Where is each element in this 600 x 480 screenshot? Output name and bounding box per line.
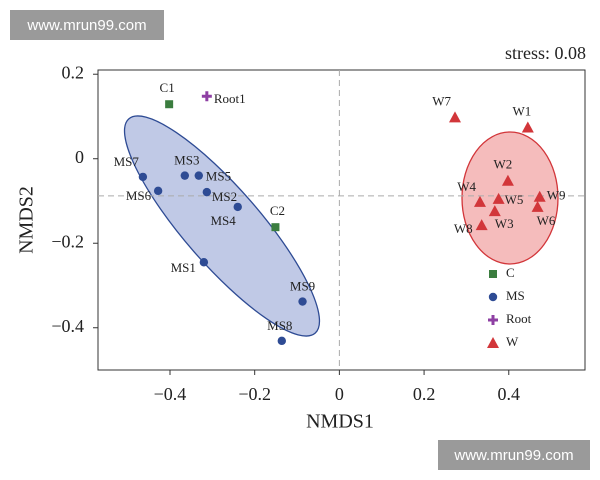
point	[153, 186, 163, 196]
point	[533, 190, 546, 202]
plot-frame	[97, 69, 586, 371]
point-label: MS6	[126, 188, 152, 203]
legend-label: C	[506, 265, 515, 280]
x-tick-label: −0.2	[238, 384, 271, 404]
y-axis-label: NMDS2	[16, 186, 38, 254]
x-tick-label: 0	[335, 384, 344, 404]
point-label: W1	[512, 103, 531, 118]
point	[165, 100, 174, 109]
point-label: W7	[432, 93, 451, 108]
watermark-box	[10, 10, 164, 40]
point-label: W9	[547, 188, 566, 203]
point-label: MS9	[290, 279, 315, 294]
legend-marker	[489, 270, 497, 278]
y-tick-label: −0.4	[51, 316, 84, 336]
point-label: MS7	[114, 154, 140, 169]
y-tick-label: −0.2	[51, 231, 84, 251]
stress-annotation: stress: 0.08	[505, 43, 586, 63]
point	[501, 174, 514, 186]
point	[488, 205, 501, 217]
point	[202, 187, 212, 197]
point-label: MS1	[171, 260, 196, 275]
point	[180, 171, 190, 180]
y-tick-label: 0.2	[62, 62, 85, 82]
point	[298, 297, 307, 306]
point-label: MS4	[210, 213, 236, 228]
legend-label: Root	[506, 311, 532, 326]
legend-marker	[488, 292, 498, 302]
ms-ellipse	[123, 115, 321, 337]
x-tick-label: −0.4	[154, 384, 187, 404]
point-label: MS8	[267, 318, 292, 333]
point	[233, 202, 242, 212]
point	[531, 200, 544, 212]
point	[199, 258, 209, 267]
point-label: MS5	[206, 169, 231, 184]
y-tick-label: 0	[75, 147, 84, 167]
point-label: W8	[454, 221, 473, 236]
point-label: C1	[160, 80, 175, 95]
point	[473, 195, 486, 207]
legend-marker	[488, 315, 498, 325]
point-label: MS2	[212, 189, 237, 204]
point-label: W6	[537, 213, 556, 228]
watermark: www.mrun99.com	[26, 17, 146, 34]
point	[521, 121, 534, 133]
point	[475, 219, 488, 231]
x-tick-label: 0.2	[413, 384, 436, 404]
watermark: www.mrun99.com	[453, 447, 573, 464]
x-tick-label: 0.4	[498, 384, 521, 404]
legend-label: MS	[506, 288, 525, 303]
point	[194, 171, 203, 180]
point	[277, 336, 286, 346]
point-label: W4	[457, 179, 476, 194]
point	[138, 172, 148, 182]
point-label: W3	[495, 216, 514, 231]
point-label: C2	[270, 203, 285, 218]
point-label: MS3	[174, 153, 199, 168]
legend-marker	[487, 337, 499, 348]
point	[271, 223, 280, 232]
point	[448, 111, 461, 123]
point-label: W5	[505, 192, 524, 207]
point	[201, 91, 212, 102]
watermark-box	[438, 440, 590, 470]
w-ellipse	[461, 131, 559, 265]
point-label: W2	[494, 157, 513, 172]
point-label: Root1	[214, 91, 246, 106]
x-axis-label: NMDS1	[306, 411, 374, 433]
point	[492, 192, 505, 204]
legend-label: W	[506, 334, 519, 349]
